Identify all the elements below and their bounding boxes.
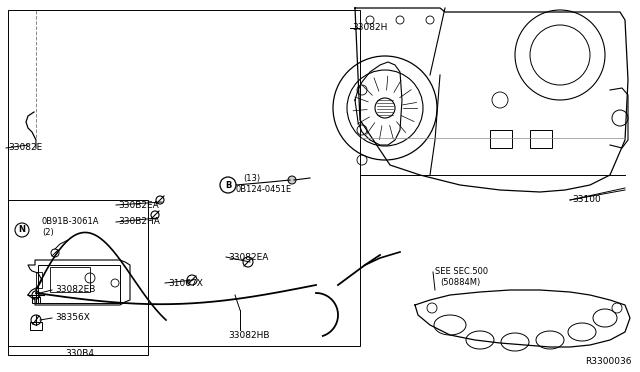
Text: 0B124-0451E: 0B124-0451E [236,186,292,195]
Text: 330B2EA: 330B2EA [118,201,159,209]
Text: 33082EB: 33082EB [55,285,95,295]
Bar [490,130,512,148]
Text: 31067X: 31067X [168,279,203,288]
Text: B: B [225,180,231,189]
Bar [38,265,120,303]
Text: 33082H: 33082H [352,23,387,32]
Text: (50884M): (50884M) [440,279,480,288]
Bar [50,267,90,292]
Text: 330B2HA: 330B2HA [118,218,160,227]
Text: 0B91B-3061A: 0B91B-3061A [42,217,99,225]
Bar [8,10,360,346]
Circle shape [288,176,296,184]
Text: 33082EA: 33082EA [228,253,268,262]
Bar [530,130,552,148]
Bar [8,200,148,355]
Bar [32,297,40,303]
Text: 33082E: 33082E [8,144,42,153]
Text: 38356X: 38356X [55,314,90,323]
Text: (2): (2) [42,228,54,237]
Bar [36,272,42,288]
Text: 330B4: 330B4 [65,350,94,359]
Text: N: N [19,225,26,234]
Text: 33082HB: 33082HB [228,331,269,340]
Text: SEE SEC.500: SEE SEC.500 [435,267,488,276]
Text: 33100: 33100 [572,196,601,205]
Text: R3300036: R3300036 [586,357,632,366]
Bar [30,322,42,330]
Text: (13): (13) [243,174,260,183]
